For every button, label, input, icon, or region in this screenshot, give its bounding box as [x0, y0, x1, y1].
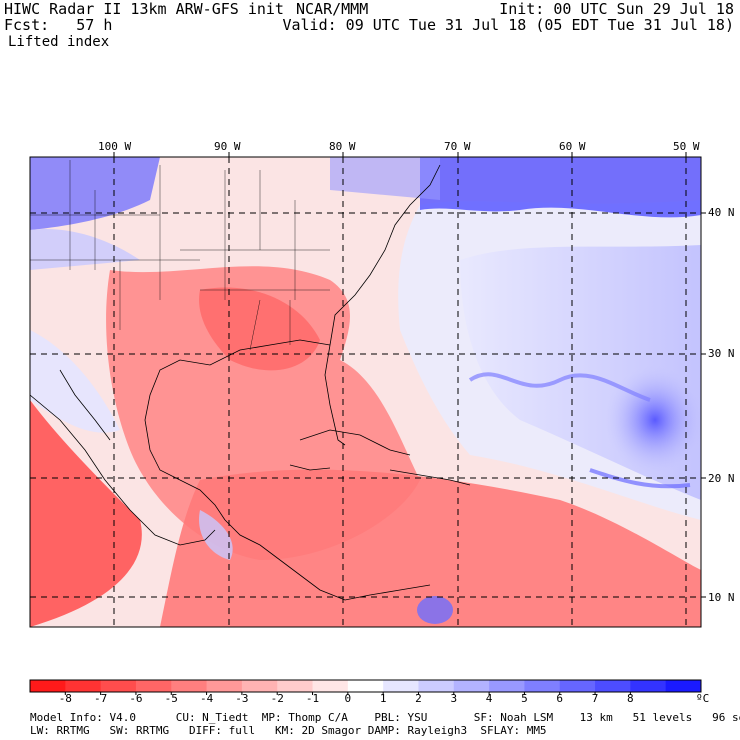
- colorbar-swatch: [347, 680, 384, 692]
- field-name: Lifted index: [8, 34, 110, 50]
- latlon-grid: [30, 157, 701, 627]
- state-borders: [30, 160, 330, 351]
- map-frame: [29, 156, 702, 628]
- init-time: Init: 00 UTC Sun 29 Jul 18: [499, 0, 734, 18]
- colorbar-tick-label: 8: [627, 692, 634, 705]
- colorbar-swatch: [312, 680, 349, 692]
- colorbar-swatch: [241, 680, 278, 692]
- lon-label-50w: 50 W: [673, 140, 700, 153]
- colorbar-swatch: [453, 680, 490, 692]
- colorbar-unit: ºC: [696, 692, 710, 705]
- colorbar-swatch: [630, 680, 667, 692]
- colorbar-tick-label: 7: [591, 692, 599, 705]
- colorbar-tick-label: 5: [521, 692, 528, 705]
- colorbar-tick-label: -5: [164, 692, 178, 705]
- lat-label-30n: 30 N: [708, 347, 735, 360]
- colorbar-swatch: [135, 680, 172, 692]
- colorbar-swatch: [489, 680, 525, 692]
- colorbar-tick-label: -4: [199, 692, 214, 705]
- north-atlantic-stable-band: [420, 157, 701, 218]
- lat-label-40n: 40 N: [708, 206, 735, 219]
- map-ticks: [113, 152, 706, 598]
- colorbar-swatch: [65, 680, 102, 692]
- coastlines: [30, 164, 471, 601]
- colorbar-swatch: [595, 680, 631, 692]
- lat-label-20n: 20 N: [708, 472, 735, 485]
- colorbar-swatch: [559, 680, 596, 692]
- forecast-hour: Fcst: 57 h: [4, 16, 113, 34]
- colorbar-frame: [29, 679, 702, 693]
- lon-label-70w: 70 W: [444, 140, 471, 153]
- colorbar-tick-label: -1: [305, 692, 320, 705]
- colorbar-tick-label: -3: [235, 692, 249, 705]
- colorbar-swatch: [418, 680, 455, 692]
- model-title: HIWC Radar II 13km ARW-GFS init: [4, 0, 284, 18]
- model-info-line1: Model Info: V4.0 CU: N_Tiedt MP: Thomp C…: [30, 711, 740, 724]
- colorbar-tick-label: 6: [556, 692, 564, 705]
- colorbar-swatch: [100, 680, 137, 692]
- colorbar-tick-label: -7: [94, 692, 108, 705]
- colorbar-swatch: [171, 680, 208, 692]
- colorbar: [29, 679, 702, 695]
- colorbar-tick-label: -6: [129, 692, 143, 705]
- colorbar-swatch: [277, 680, 314, 692]
- eastern-pacific-unstable-region: [30, 400, 142, 627]
- colorbar-tick-label: 4: [485, 692, 493, 705]
- colorbar-tick-label: 1: [379, 692, 387, 705]
- lon-label-90w: 90 W: [214, 140, 241, 153]
- colorbar-labels: -8 -7 -6 -5 -4 -3 -2 -1 0 1 2 3 4 5 6 7 8: [0, 692, 740, 706]
- colorbar-tick-label: 2: [415, 692, 422, 705]
- colorbar-swatch: [383, 680, 419, 692]
- colorbar-tick-label: -8: [58, 692, 72, 705]
- lon-label-80w: 80 W: [329, 140, 356, 153]
- colorbar-swatch: [30, 680, 66, 692]
- lon-label-100w: 100 W: [98, 140, 132, 153]
- lon-label-60w: 60 W: [559, 140, 586, 153]
- colorbar-swatch: [524, 680, 561, 692]
- colorbar-tick-label: 3: [450, 692, 458, 705]
- caribbean-unstable-region: [160, 469, 701, 627]
- colorbar-swatch: [206, 680, 243, 692]
- lat-label-10n: 10 N: [708, 591, 735, 604]
- model-info-line2: LW: RRTMG SW: RRTMG DIFF: full KM: 2D Sm…: [30, 724, 547, 737]
- atlantic-blue-core: [605, 365, 701, 475]
- mexico-stable-region: [30, 330, 120, 433]
- valid-time: Valid: 09 UTC Tue 31 Jul 18 (05 EDT Tue …: [282, 16, 734, 34]
- org-label: NCAR/MMM: [296, 0, 369, 18]
- colorbar-swatch: [665, 680, 702, 692]
- colorbar-tick-label: -2: [270, 692, 284, 705]
- colorbar-tick-label: 0: [344, 692, 352, 705]
